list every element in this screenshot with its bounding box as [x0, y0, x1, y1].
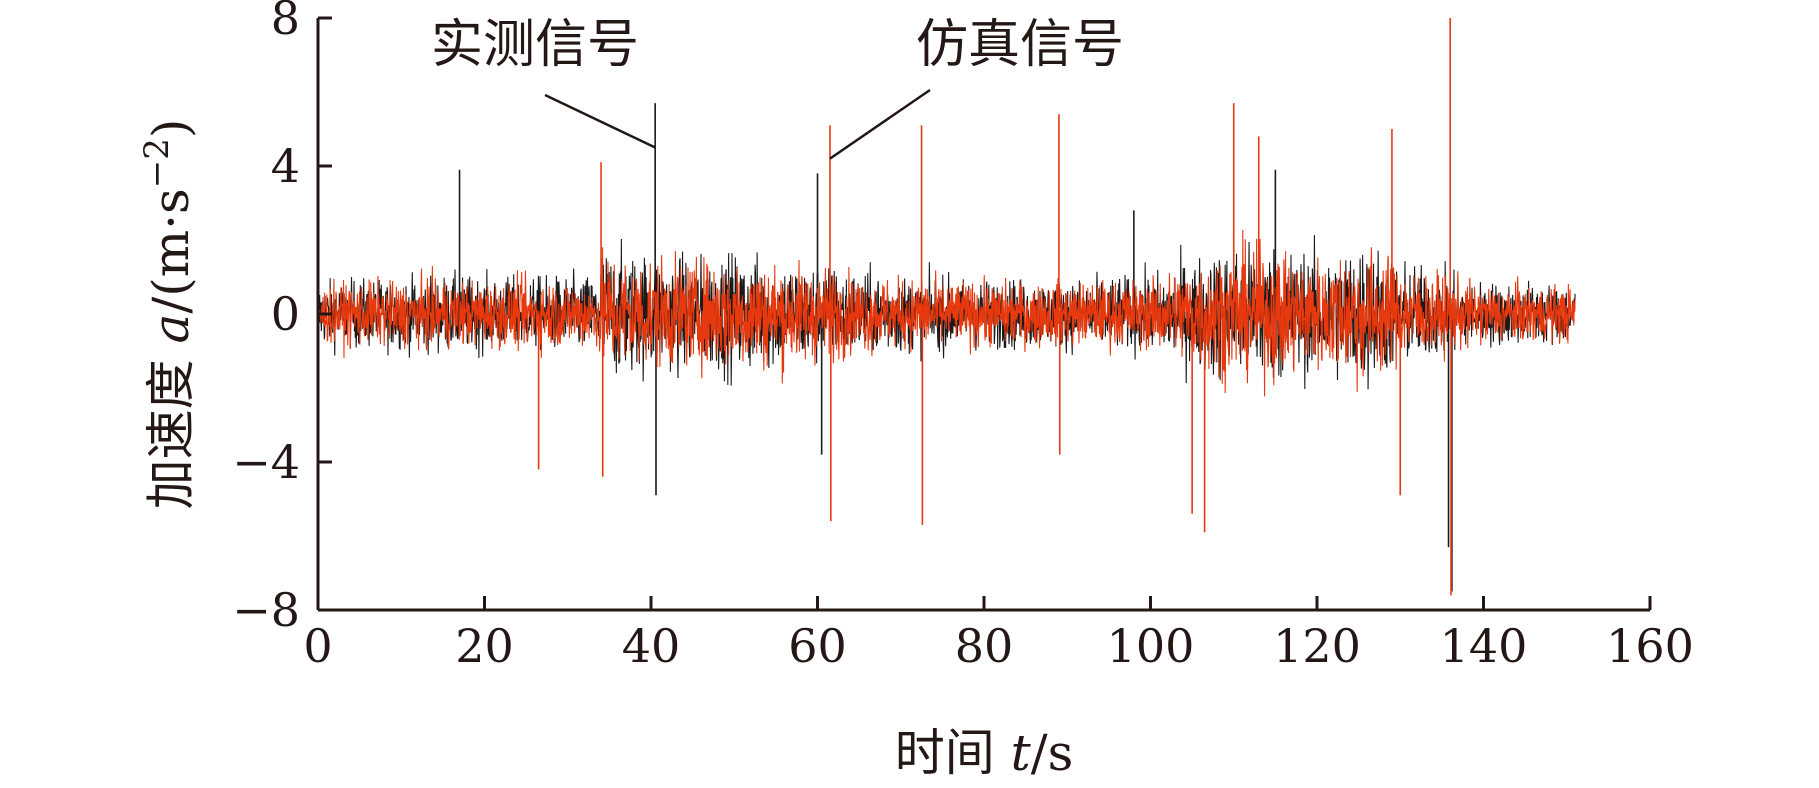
annotation-label-1: 实测信号 [431, 15, 639, 75]
y-tick-label-8: 8 [271, 0, 300, 45]
annotation-label-2: 仿真信号 [916, 15, 1124, 75]
y-axis-title-close: ) [142, 119, 200, 139]
annotation-leader-1 [544, 93, 656, 149]
y-tick-label--8: −8 [232, 583, 300, 637]
annotation-leader-2 [829, 88, 931, 160]
x-tick-label-140: 140 [1440, 619, 1528, 673]
axes-layer: 0 20 40 60 80 100 120 140 160 −8 −4 0 4 8 [232, 0, 1694, 673]
x-axis-title-prefix: 时间 [895, 724, 1011, 782]
y-axis-title-unit: /(m·s [142, 188, 200, 313]
x-axis-title-variable: t [1011, 724, 1032, 782]
y-tick-label-4: 4 [271, 139, 300, 193]
y-axis-title: 加速度 a/(m·s−2) [137, 119, 200, 510]
x-tick-label-80: 80 [955, 619, 1014, 673]
x-axis-title-unit: /s [1031, 724, 1074, 782]
x-tick-label-100: 100 [1107, 619, 1195, 673]
x-tick-label-60: 60 [788, 619, 847, 673]
y-tick-label--4: −4 [232, 435, 300, 489]
y-axis-title-prefix: 加速度 [142, 343, 200, 509]
series-layer [318, 18, 1576, 596]
x-tick-label-0: 0 [303, 619, 332, 673]
annotation-layer: 实测信号 仿真信号 [431, 15, 1124, 160]
x-tick-label-120: 120 [1273, 619, 1361, 673]
series-2 [318, 18, 1576, 596]
y-tick-label-0: 0 [271, 287, 300, 341]
x-tick-label-160: 160 [1606, 619, 1694, 673]
y-axis-title-variable: a [142, 314, 200, 344]
y-axis-title-exponent: −2 [137, 138, 177, 188]
series-2-trace [318, 229, 1576, 397]
series-1 [318, 103, 1576, 592]
x-tick-label-20: 20 [455, 619, 514, 673]
x-tick-label-40: 40 [622, 619, 681, 673]
x-axis-title: 时间 t/s [895, 724, 1074, 782]
